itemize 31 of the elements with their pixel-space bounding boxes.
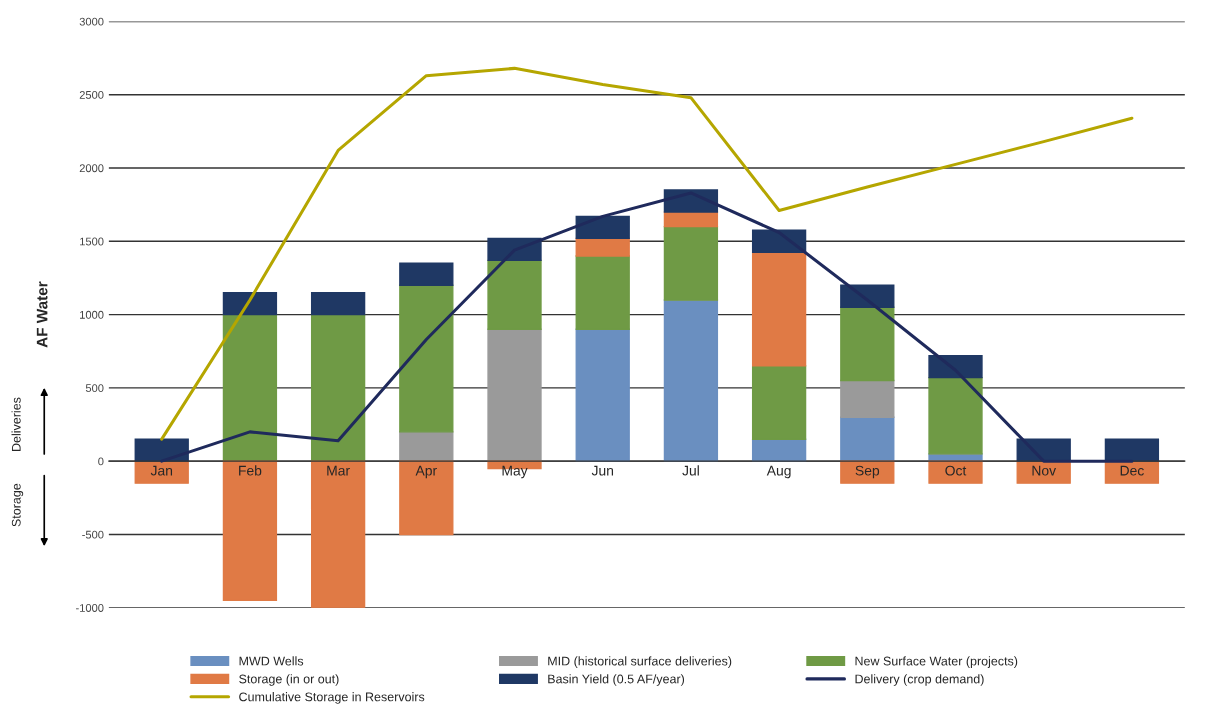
y-tick-label: 1500	[80, 237, 104, 246]
x-tick-label: Apr	[415, 465, 437, 479]
text: Deliveries	[11, 397, 21, 451]
legend-label: Storage (in or out)	[239, 674, 339, 686]
y-axis-title: AF Water	[36, 281, 48, 348]
x-tick-label: Mar	[327, 465, 350, 476]
x-tick-label: May	[502, 465, 528, 479]
y-tick-label: 0	[98, 457, 104, 466]
x-tick-label: Nov	[1032, 465, 1057, 476]
x-tick-label: Sep	[855, 465, 880, 479]
legend-label: Cumulative Storage in Reservoirs	[239, 692, 425, 704]
y-tick-label: -500	[82, 530, 104, 539]
x-tick-label: Oct	[945, 465, 967, 476]
y-tick-label: 2000	[79, 164, 104, 173]
y-tick-label: -1000	[76, 604, 104, 612]
legend-label: MWD Wells	[239, 656, 304, 666]
legend-label: Basin Yield (0.5 AF/year)	[548, 674, 685, 686]
legend-label: Delivery (crop demand)	[855, 674, 984, 686]
y-tick-label: 500	[85, 384, 104, 393]
x-tick-label: Feb	[239, 465, 262, 476]
x-tick-label: Dec	[1120, 465, 1144, 476]
x-tick-label: Aug	[766, 465, 791, 479]
text: Storage	[11, 483, 24, 527]
legend-label: MID (historical surface deliveries)	[548, 656, 732, 668]
y-tick-label: 2500	[79, 91, 104, 99]
y-tick-label: 3000	[79, 17, 104, 26]
x-tick-label: Jan	[150, 465, 173, 476]
legend-label: New Surface Water (projects)	[855, 656, 1018, 668]
y-tick-label: 1000	[80, 310, 104, 319]
x-tick-label: Jun	[591, 465, 614, 476]
x-tick-label: Jul	[682, 465, 699, 476]
